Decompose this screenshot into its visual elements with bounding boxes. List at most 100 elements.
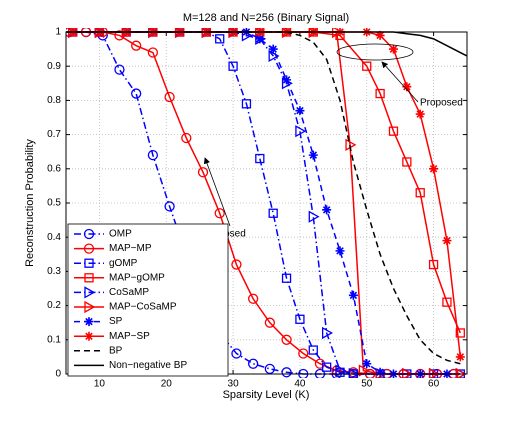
y-axis-label: Reconstruction Probability [24, 139, 36, 267]
marker [131, 88, 142, 99]
legend: OMP MAP−MP gOMP MAP−gOMP CoSaMP MAP−CoSaMP SP M… [67, 223, 229, 377]
annotation-ellipse [336, 43, 414, 61]
marker [455, 328, 465, 338]
marker [247, 358, 259, 369]
marker [281, 367, 292, 378]
marker [308, 150, 318, 160]
marker [197, 167, 209, 178]
plot-frame [65, 31, 468, 375]
marker [281, 334, 292, 345]
y-tick-label: 0.3 [47, 266, 61, 277]
marker [83, 243, 95, 254]
marker [84, 286, 96, 299]
marker [295, 314, 305, 324]
marker [147, 47, 159, 58]
marker [282, 75, 292, 85]
marker [335, 246, 345, 256]
marker [268, 208, 278, 218]
y-tick-label: 0.5 [47, 198, 61, 209]
annotation: Proposed [420, 98, 463, 109]
marker [241, 99, 252, 109]
y-tick-label: 1 [55, 27, 61, 38]
annotation-arrow [381, 61, 419, 103]
marker [131, 40, 142, 51]
marker [214, 208, 225, 219]
marker [428, 259, 439, 270]
x-tick-label: 20 [161, 379, 173, 390]
marker [388, 126, 399, 136]
marker [295, 125, 307, 138]
marker [215, 34, 225, 44]
marker [147, 149, 159, 161]
marker [83, 228, 95, 240]
marker [429, 164, 439, 174]
marker [255, 34, 265, 44]
legend-label: MAP−CoSaMP [109, 302, 177, 313]
marker [84, 331, 94, 341]
marker [114, 64, 125, 75]
x-tick-label: 30 [228, 379, 240, 390]
marker [442, 236, 452, 246]
marker [84, 300, 96, 314]
y-tick-label: 0 [55, 369, 61, 380]
marker [415, 188, 425, 198]
y-tick-label: 0.7 [47, 129, 61, 140]
marker [84, 317, 94, 327]
series-line [72, 31, 447, 375]
marker [164, 91, 175, 103]
marker [375, 88, 385, 99]
marker [231, 259, 242, 270]
marker [228, 61, 238, 71]
marker [264, 317, 275, 328]
x-tick-label: 10 [94, 379, 106, 390]
annotation-arrow [203, 157, 231, 227]
marker [298, 348, 309, 359]
legend-label: OMP [109, 229, 132, 240]
marker [281, 273, 292, 283]
marker [181, 132, 192, 144]
marker [362, 359, 372, 369]
marker [375, 367, 385, 377]
marker [255, 153, 265, 164]
y-tick-label: 0.4 [47, 232, 61, 243]
marker [247, 293, 259, 304]
marker [415, 109, 425, 119]
x-axis-label: Sparsity Level (K) [223, 389, 310, 401]
legend-label: MAP−gOMP [109, 272, 165, 283]
marker [322, 205, 332, 215]
y-tick-label: 0.1 [47, 334, 61, 345]
marker [388, 44, 398, 54]
y-tick-label: 0.6 [47, 163, 61, 174]
x-tick-label: 40 [294, 379, 306, 390]
legend-label: MAP−MP [109, 243, 152, 254]
legend-label: BP [109, 345, 123, 356]
marker [335, 364, 347, 377]
marker [84, 273, 94, 283]
legend-label: MAP−SP [109, 331, 150, 342]
marker [322, 326, 333, 340]
marker [268, 44, 278, 54]
chart-title: M=128 and N=256 (Binary Signal) [183, 12, 349, 24]
marker [402, 157, 412, 167]
marker [455, 352, 465, 362]
legend-label: gOMP [109, 258, 138, 269]
marker [321, 362, 332, 372]
marker [348, 290, 358, 300]
marker [264, 363, 275, 375]
x-tick-label: 60 [428, 379, 440, 390]
marker [308, 210, 320, 223]
marker [84, 258, 94, 268]
y-tick-label: 0.2 [47, 300, 61, 311]
marker [375, 30, 385, 40]
legend-label: Non−negative BP [109, 360, 187, 371]
legend-label: SP [109, 316, 123, 327]
series-line [66, 31, 461, 365]
marker [231, 348, 242, 359]
marker [295, 106, 305, 116]
y-tick-label: 0.9 [47, 61, 61, 72]
marker [358, 364, 370, 377]
marker [402, 82, 412, 92]
y-tick-label: 0.8 [47, 95, 61, 106]
